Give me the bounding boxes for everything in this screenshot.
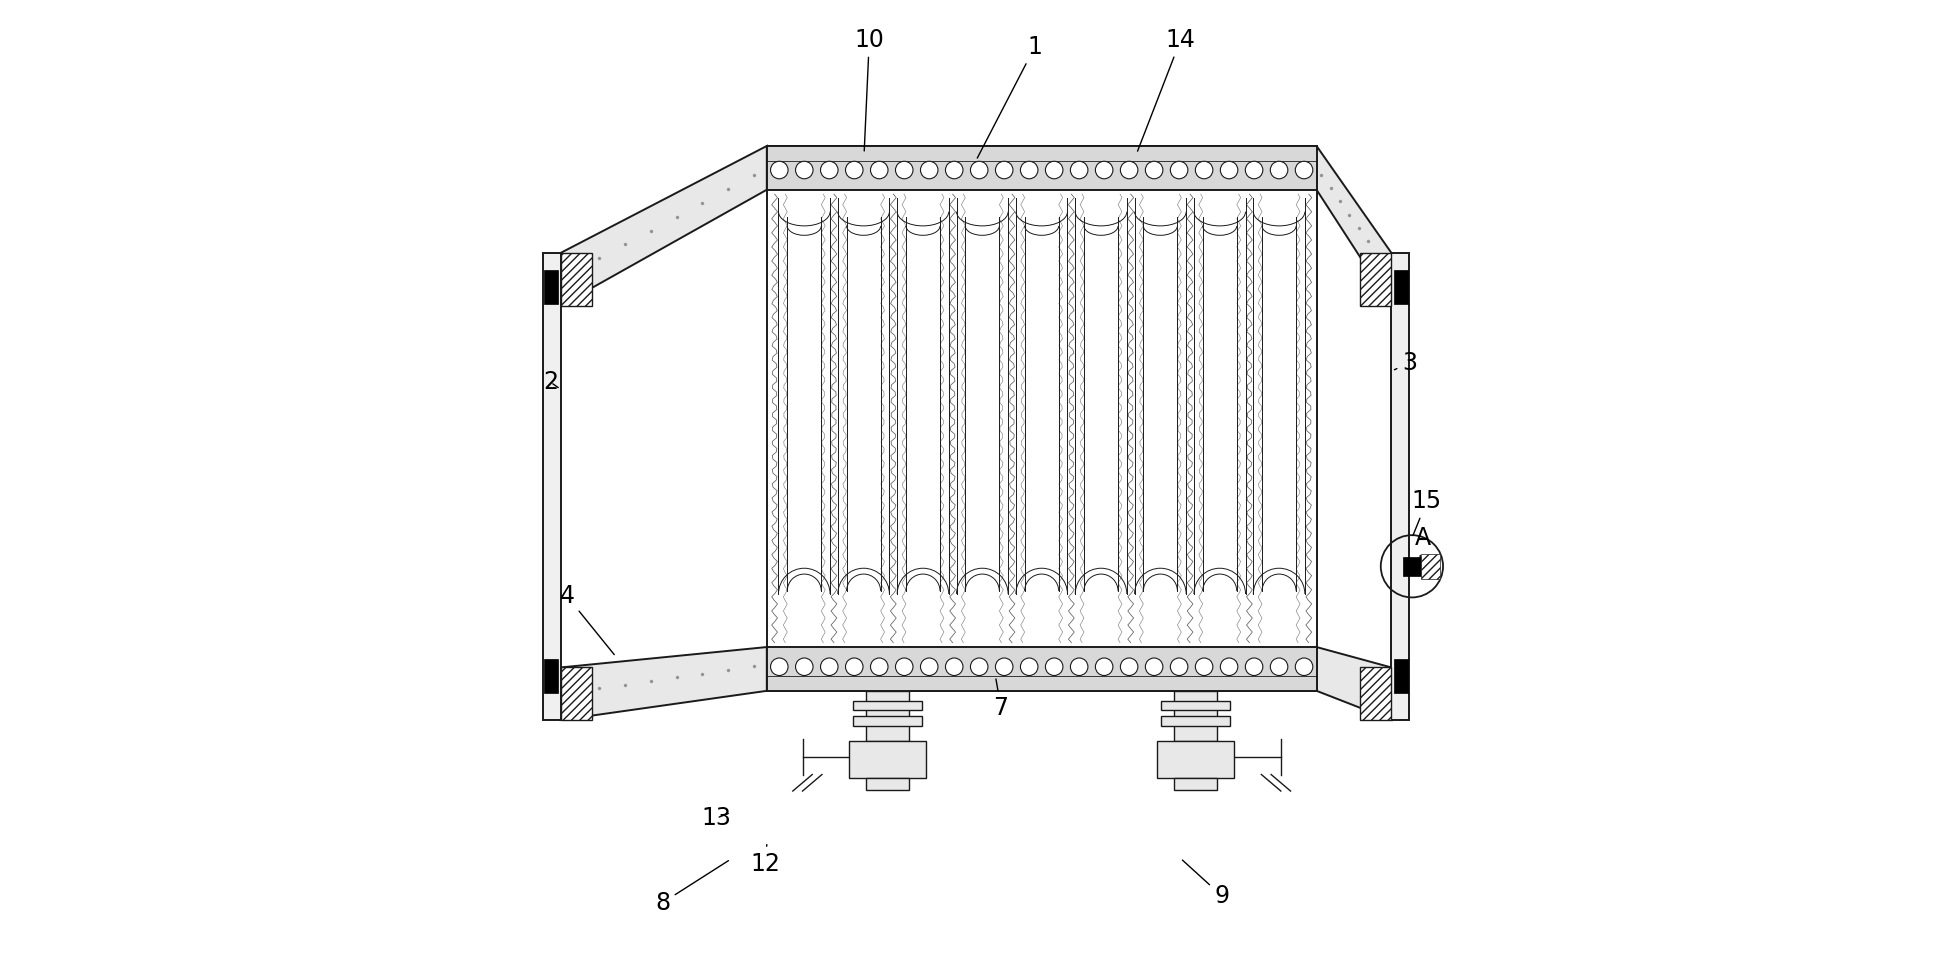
Circle shape (1195, 162, 1212, 179)
Text: 10: 10 (855, 27, 884, 151)
Circle shape (1070, 658, 1087, 675)
Text: 7: 7 (994, 679, 1009, 720)
Bar (1161, 701, 1230, 710)
Circle shape (820, 658, 837, 675)
Circle shape (1220, 162, 1238, 179)
Circle shape (1220, 658, 1238, 675)
Bar (1421, 554, 1441, 579)
Bar (1394, 270, 1407, 304)
Circle shape (796, 658, 814, 675)
Text: 13: 13 (701, 806, 732, 830)
Circle shape (945, 658, 962, 675)
Polygon shape (560, 647, 767, 720)
Circle shape (1296, 162, 1314, 179)
Bar (1394, 660, 1407, 693)
Bar (1158, 741, 1234, 778)
Polygon shape (1316, 647, 1392, 720)
Circle shape (1120, 162, 1138, 179)
Circle shape (1195, 658, 1212, 675)
Circle shape (1070, 162, 1087, 179)
Circle shape (771, 658, 789, 675)
Polygon shape (1316, 146, 1392, 306)
Text: 14: 14 (1138, 27, 1197, 151)
Text: 1: 1 (978, 34, 1042, 158)
Circle shape (871, 658, 888, 675)
Text: 9: 9 (1183, 860, 1230, 908)
Text: 12: 12 (750, 845, 781, 876)
Bar (545, 270, 558, 304)
Circle shape (1245, 162, 1263, 179)
Circle shape (970, 658, 988, 675)
Bar (867, 778, 910, 790)
Circle shape (820, 162, 837, 179)
Circle shape (896, 658, 914, 675)
Bar (1175, 778, 1216, 790)
Circle shape (771, 162, 789, 179)
Bar (767, 647, 1316, 691)
Text: A: A (1415, 525, 1431, 563)
Circle shape (1046, 162, 1064, 179)
Bar (1392, 253, 1409, 720)
Circle shape (1146, 658, 1163, 675)
Bar (1361, 667, 1392, 720)
Circle shape (1095, 162, 1113, 179)
Circle shape (996, 162, 1013, 179)
Circle shape (845, 658, 863, 675)
Circle shape (945, 162, 962, 179)
Bar (560, 253, 591, 306)
Circle shape (1171, 162, 1189, 179)
Bar (1403, 557, 1421, 576)
Circle shape (1271, 162, 1288, 179)
Bar (543, 253, 560, 720)
Text: 4: 4 (560, 584, 615, 655)
Polygon shape (560, 146, 767, 306)
Text: 15: 15 (1411, 488, 1443, 535)
Circle shape (1046, 658, 1064, 675)
Bar (849, 741, 927, 778)
Circle shape (1021, 162, 1038, 179)
Text: 8: 8 (656, 861, 728, 915)
Bar (867, 691, 910, 741)
Bar (560, 667, 591, 720)
Circle shape (921, 162, 939, 179)
Bar (1361, 253, 1392, 306)
Circle shape (1171, 658, 1189, 675)
Circle shape (1271, 658, 1288, 675)
Circle shape (796, 162, 814, 179)
Circle shape (970, 162, 988, 179)
Circle shape (1120, 658, 1138, 675)
Bar (767, 146, 1316, 691)
Circle shape (1296, 658, 1314, 675)
Circle shape (921, 658, 939, 675)
Circle shape (1021, 658, 1038, 675)
Circle shape (1146, 162, 1163, 179)
Text: 3: 3 (1394, 350, 1417, 375)
Bar (545, 660, 558, 693)
Bar (767, 146, 1316, 190)
Circle shape (845, 162, 863, 179)
Bar (853, 716, 921, 726)
Circle shape (1095, 658, 1113, 675)
Circle shape (996, 658, 1013, 675)
Circle shape (1245, 658, 1263, 675)
Bar (1175, 691, 1216, 741)
Circle shape (871, 162, 888, 179)
Text: 2: 2 (543, 370, 558, 394)
Circle shape (896, 162, 914, 179)
Bar (853, 701, 921, 710)
Bar (1161, 716, 1230, 726)
